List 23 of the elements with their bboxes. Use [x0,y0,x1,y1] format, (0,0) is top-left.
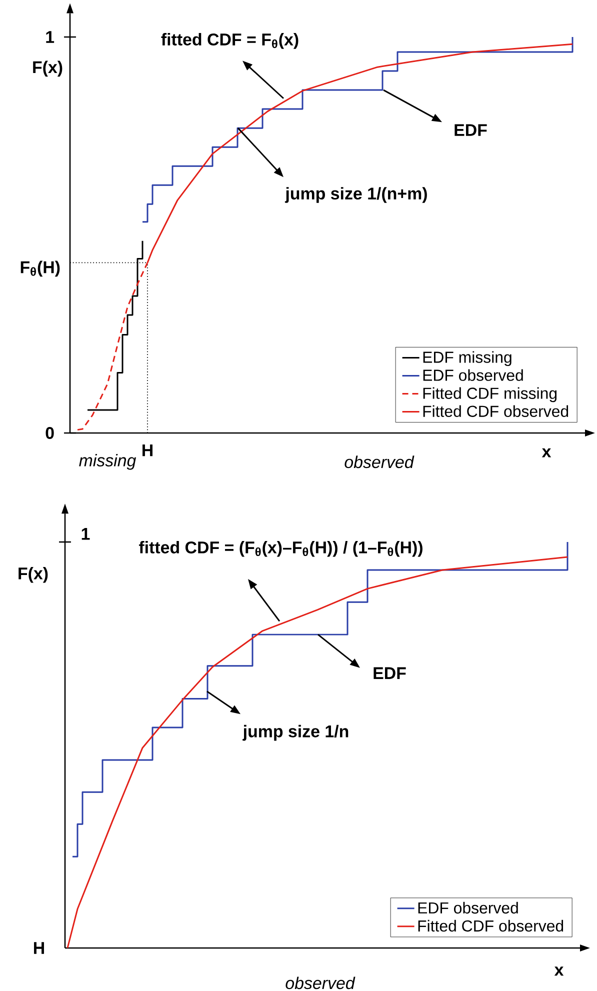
ref-line-label: F$_{θ}$(H) [20,260,60,277]
text: H [34,942,44,954]
y-axis-title: F(x) [33,60,62,77]
legend-label: EDF missing [423,351,512,366]
annotation: jump size 1/(n+m) [284,187,427,203]
y-axis-title: F(x) [18,566,48,583]
annotation: fitted CDF = F$_{θ}$(x) [161,33,298,49]
x-axis-title: x [542,448,552,458]
x-axis-title: x [554,966,564,976]
annotation: jump size 1/n [242,724,348,741]
legend-label: EDF observed [418,902,518,914]
legend-label: Fitted CDF observed [418,920,564,932]
y-tick-label: 0 [46,426,54,439]
annotation: EDF [374,667,406,679]
text: observed [344,456,414,468]
annotation: fitted CDF = (F$_{θ}$(x)–F$_{θ}$(H)) / (1–F$_{θ}$(H)) [138,541,422,557]
text: missing [79,454,136,470]
legend-label: EDF observed [423,369,523,381]
legend-label: Fitted CDF missing [423,387,557,402]
annotation: EDF [454,124,487,136]
legend-label: Fitted CDF observed [423,405,568,417]
text: observed [286,976,356,990]
text: 1 [82,528,90,540]
